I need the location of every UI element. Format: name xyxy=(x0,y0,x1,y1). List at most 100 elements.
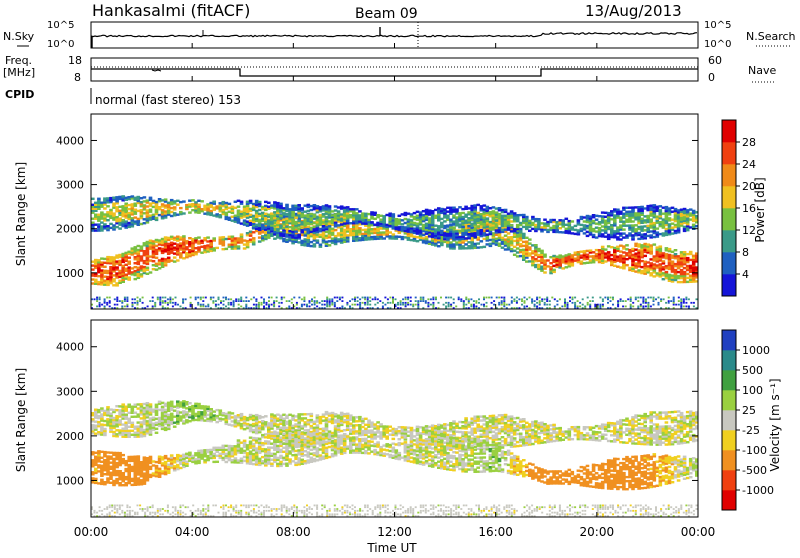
heatmap-cell xyxy=(300,417,304,419)
heatmap-cell xyxy=(173,256,177,258)
heatmap-cell xyxy=(417,306,419,308)
heatmap-cell xyxy=(537,254,541,256)
heatmap-cell xyxy=(306,304,308,306)
heatmap-cell xyxy=(400,304,402,306)
heatmap-cell xyxy=(531,216,535,218)
heatmap-cell xyxy=(173,260,177,262)
heatmap-cell xyxy=(172,298,174,300)
heatmap-cell xyxy=(580,260,584,262)
heatmap-cell xyxy=(167,257,171,259)
heatmap-cell xyxy=(438,302,440,304)
heatmap-cell xyxy=(384,297,386,299)
heatmap-cell xyxy=(659,263,663,265)
heatmap-cell xyxy=(552,219,556,221)
heatmap-cell xyxy=(225,238,229,240)
heatmap-cell xyxy=(207,304,209,306)
heatmap-cell xyxy=(155,422,159,424)
heatmap-cell xyxy=(149,197,153,199)
heatmap-cell xyxy=(294,423,298,425)
heatmap-cell xyxy=(663,298,665,300)
heatmap-cell xyxy=(297,421,301,423)
heatmap-cell xyxy=(329,304,331,306)
heatmap-cell xyxy=(310,227,314,229)
heatmap-cell xyxy=(552,255,556,257)
heatmap-cell xyxy=(112,197,116,199)
heatmap-cell xyxy=(188,420,192,422)
heatmap-cell xyxy=(109,300,111,302)
heatmap-cell xyxy=(645,306,647,308)
heatmap-cell xyxy=(486,306,488,308)
heatmap-cell xyxy=(233,306,235,308)
heatmap-cell xyxy=(263,306,265,308)
heatmap-cell xyxy=(132,306,134,308)
heatmap-cell xyxy=(649,272,653,274)
heatmap-cell xyxy=(432,304,434,306)
heatmap-cell xyxy=(422,297,424,299)
heatmap-cell xyxy=(195,298,197,300)
heatmap-cell xyxy=(306,306,308,308)
heatmap-cell xyxy=(425,236,429,238)
heatmap-cell xyxy=(197,246,201,248)
heatmap-cell xyxy=(354,300,356,302)
heatmap-cell xyxy=(640,297,642,299)
heatmap-cell xyxy=(137,218,141,220)
heatmap-cell xyxy=(157,298,159,300)
heatmap-cell xyxy=(574,297,576,299)
heatmap-cell xyxy=(155,239,159,241)
heatmap-cell xyxy=(355,212,359,214)
heatmap-cell xyxy=(109,306,111,308)
heatmap-cell xyxy=(449,241,453,243)
heatmap-cell xyxy=(430,304,432,306)
heatmap-cell xyxy=(453,302,455,304)
heatmap-cell xyxy=(354,297,356,299)
heatmap-cell xyxy=(410,300,412,302)
heatmap-cell xyxy=(598,249,602,251)
heatmap-cell xyxy=(116,298,118,300)
heatmap-cell xyxy=(154,304,156,306)
heatmap-cell xyxy=(637,306,639,308)
heatmap-cell xyxy=(475,300,477,302)
heatmap-cell xyxy=(392,297,394,299)
noise-left-label: N.Sky xyxy=(3,30,35,43)
heatmap-cell xyxy=(498,304,500,306)
heatmap-cell xyxy=(579,302,581,304)
heatmap-cell xyxy=(613,230,617,232)
heatmap-cell xyxy=(475,306,477,308)
heatmap-cell xyxy=(617,304,619,306)
date-label: 13/Aug/2013 xyxy=(585,2,682,20)
heatmap-cell xyxy=(556,300,558,302)
heatmap-cell xyxy=(598,227,602,229)
heatmap-cell xyxy=(455,208,459,210)
heatmap-cell xyxy=(182,235,186,237)
heatmap-cell xyxy=(486,243,490,245)
heatmap-cell xyxy=(622,221,626,223)
heatmap-cell xyxy=(319,214,323,216)
heatmap-cell xyxy=(253,304,255,306)
heatmap-cell xyxy=(405,297,407,299)
heatmap-cell xyxy=(127,404,131,406)
heatmap-cell xyxy=(112,284,116,286)
noise-ytick-top-right: 10^5 xyxy=(704,20,731,31)
heatmap-cell xyxy=(649,258,653,260)
heatmap-cell xyxy=(388,235,392,237)
heatmap-cell xyxy=(416,240,420,242)
heatmap-cell xyxy=(278,306,280,308)
heatmap-cell xyxy=(501,209,505,211)
heatmap-cell xyxy=(645,298,647,300)
heatmap-cell xyxy=(164,403,168,405)
freq-tick-18: 18 xyxy=(68,54,82,67)
heatmap-cell xyxy=(121,300,123,302)
heatmap-cell xyxy=(379,219,383,221)
heatmap-cell xyxy=(689,251,693,253)
heatmap-cell xyxy=(118,429,122,431)
heatmap-cell xyxy=(561,306,563,308)
heatmap-cell xyxy=(458,230,462,232)
heatmap-cell xyxy=(543,271,547,273)
heatmap-cell xyxy=(640,218,644,220)
heatmap-cell xyxy=(510,224,514,226)
heatmap-cell xyxy=(449,226,453,228)
heatmap-cell xyxy=(510,236,514,238)
heatmap-cell xyxy=(467,207,471,209)
heatmap-cell xyxy=(642,306,644,308)
heatmap-cell xyxy=(276,418,280,420)
